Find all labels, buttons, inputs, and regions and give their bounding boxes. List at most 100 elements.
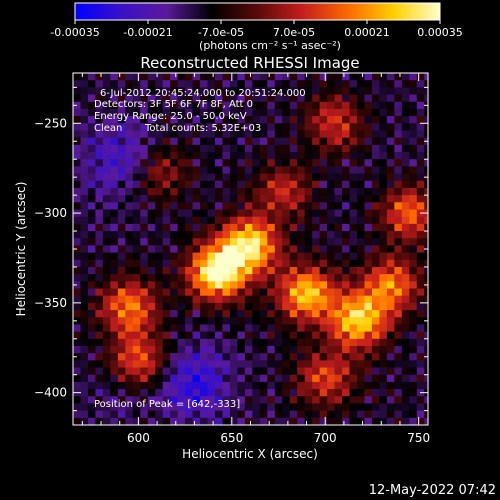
- heatmap-cell: [312, 73, 321, 81]
- heatmap-cell: [110, 396, 119, 404]
- heatmap-cell: [185, 410, 193, 419]
- heatmap-cell: [297, 252, 306, 261]
- heatmap-cell: [394, 80, 403, 88]
- heatmap-cell: [177, 202, 186, 210]
- heatmap-cell: [379, 353, 388, 361]
- heatmap-cell: [334, 338, 343, 347]
- heatmap-cell: [289, 173, 298, 182]
- heatmap-cell: [110, 252, 119, 261]
- heatmap-cell: [177, 310, 186, 318]
- heatmap-cell: [297, 245, 306, 253]
- heatmap-cell: [244, 259, 253, 268]
- heatmap-cell: [259, 310, 268, 318]
- heatmap-cell: [364, 245, 373, 253]
- heatmap-cell: [155, 173, 164, 182]
- heatmap-cell: [289, 274, 298, 282]
- heatmap-cell: [274, 281, 283, 289]
- heatmap-cell: [282, 101, 291, 110]
- heatmap-cell: [274, 396, 283, 404]
- heatmap-cell: [312, 331, 321, 340]
- heatmap-cell: [215, 252, 223, 261]
- heatmap-cell: [401, 403, 410, 412]
- heatmap-cell: [394, 324, 403, 333]
- heatmap-cell: [394, 381, 403, 390]
- heatmap-cell: [357, 410, 365, 419]
- heatmap-cell: [110, 80, 119, 88]
- heatmap-cell: [394, 87, 403, 95]
- heatmap-cell: [229, 87, 238, 95]
- heatmap-cell: [297, 187, 306, 196]
- heatmap-cell: [244, 374, 253, 383]
- heatmap-cell: [349, 101, 358, 110]
- heatmap-cell: [110, 195, 119, 203]
- heatmap-cell: [401, 317, 410, 325]
- heatmap-cell: [349, 152, 358, 160]
- heatmap-cell: [117, 381, 126, 390]
- heatmap-cell: [147, 73, 156, 81]
- heatmap-cell: [416, 360, 425, 368]
- heatmap-cell: [117, 231, 126, 239]
- heatmap-cell: [102, 195, 111, 203]
- heatmap-cell: [110, 374, 119, 383]
- heatmap-cell: [371, 195, 380, 203]
- heatmap-cell: [200, 209, 208, 218]
- heatmap-cell: [424, 180, 428, 189]
- heatmap-cell: [319, 266, 328, 275]
- heatmap-cell: [87, 180, 96, 189]
- heatmap-cell: [244, 173, 253, 182]
- heatmap-cell: [274, 180, 283, 189]
- heatmap-cell: [200, 108, 208, 117]
- heatmap-cell: [357, 152, 365, 160]
- heatmap-cell: [416, 367, 425, 376]
- heatmap-cell: [342, 101, 350, 110]
- heatmap-cell: [155, 259, 164, 268]
- heatmap-cell: [327, 166, 335, 174]
- heatmap-cell: [312, 87, 321, 95]
- heatmap-cell: [222, 353, 231, 361]
- heatmap-cell: [327, 281, 335, 289]
- heatmap-cell: [386, 108, 395, 117]
- heatmap-cell: [274, 187, 283, 196]
- heatmap-cell: [386, 166, 395, 174]
- heatmap-cell: [170, 367, 179, 376]
- heatmap-cell: [132, 209, 141, 218]
- heatmap-cell: [132, 144, 141, 153]
- heatmap-cell: [207, 360, 216, 368]
- heatmap-cell: [282, 274, 291, 282]
- heatmap-cell: [304, 223, 313, 232]
- heatmap-cell: [259, 87, 268, 95]
- heatmap-cell: [200, 374, 208, 383]
- heatmap-cell: [252, 195, 261, 203]
- heatmap-cell: [102, 73, 111, 81]
- heatmap-cell: [371, 374, 380, 383]
- heatmap-cell: [95, 374, 104, 383]
- heatmap-cell: [215, 209, 223, 218]
- heatmap-cell: [125, 281, 134, 289]
- heatmap-cell: [349, 310, 358, 318]
- heatmap-cell: [200, 331, 208, 340]
- heatmap-cell: [252, 137, 261, 146]
- heatmap-cell: [244, 338, 253, 347]
- heatmap-cell: [95, 252, 104, 261]
- heatmap-cell: [185, 187, 193, 196]
- heatmap-cell: [200, 367, 208, 376]
- heatmap-cell: [200, 403, 208, 412]
- heatmap-cell: [80, 101, 89, 110]
- heatmap-cell: [334, 353, 343, 361]
- heatmap-cell: [304, 403, 313, 412]
- heatmap-cell: [409, 266, 418, 275]
- heatmap-cell: [409, 252, 418, 261]
- heatmap-cell: [177, 108, 186, 117]
- heatmap-cell: [80, 389, 89, 397]
- heatmap-cell: [259, 130, 268, 139]
- heatmap-cell: [327, 223, 335, 232]
- heatmap-cell: [132, 80, 141, 88]
- heatmap-cell: [319, 302, 328, 311]
- heatmap-cell: [117, 281, 126, 289]
- heatmap-cell: [244, 116, 253, 124]
- heatmap-cell: [289, 73, 298, 81]
- heatmap-cell: [319, 80, 328, 88]
- heatmap-cell: [267, 403, 276, 412]
- heatmap-cell: [394, 108, 403, 117]
- heatmap-cell: [401, 101, 410, 110]
